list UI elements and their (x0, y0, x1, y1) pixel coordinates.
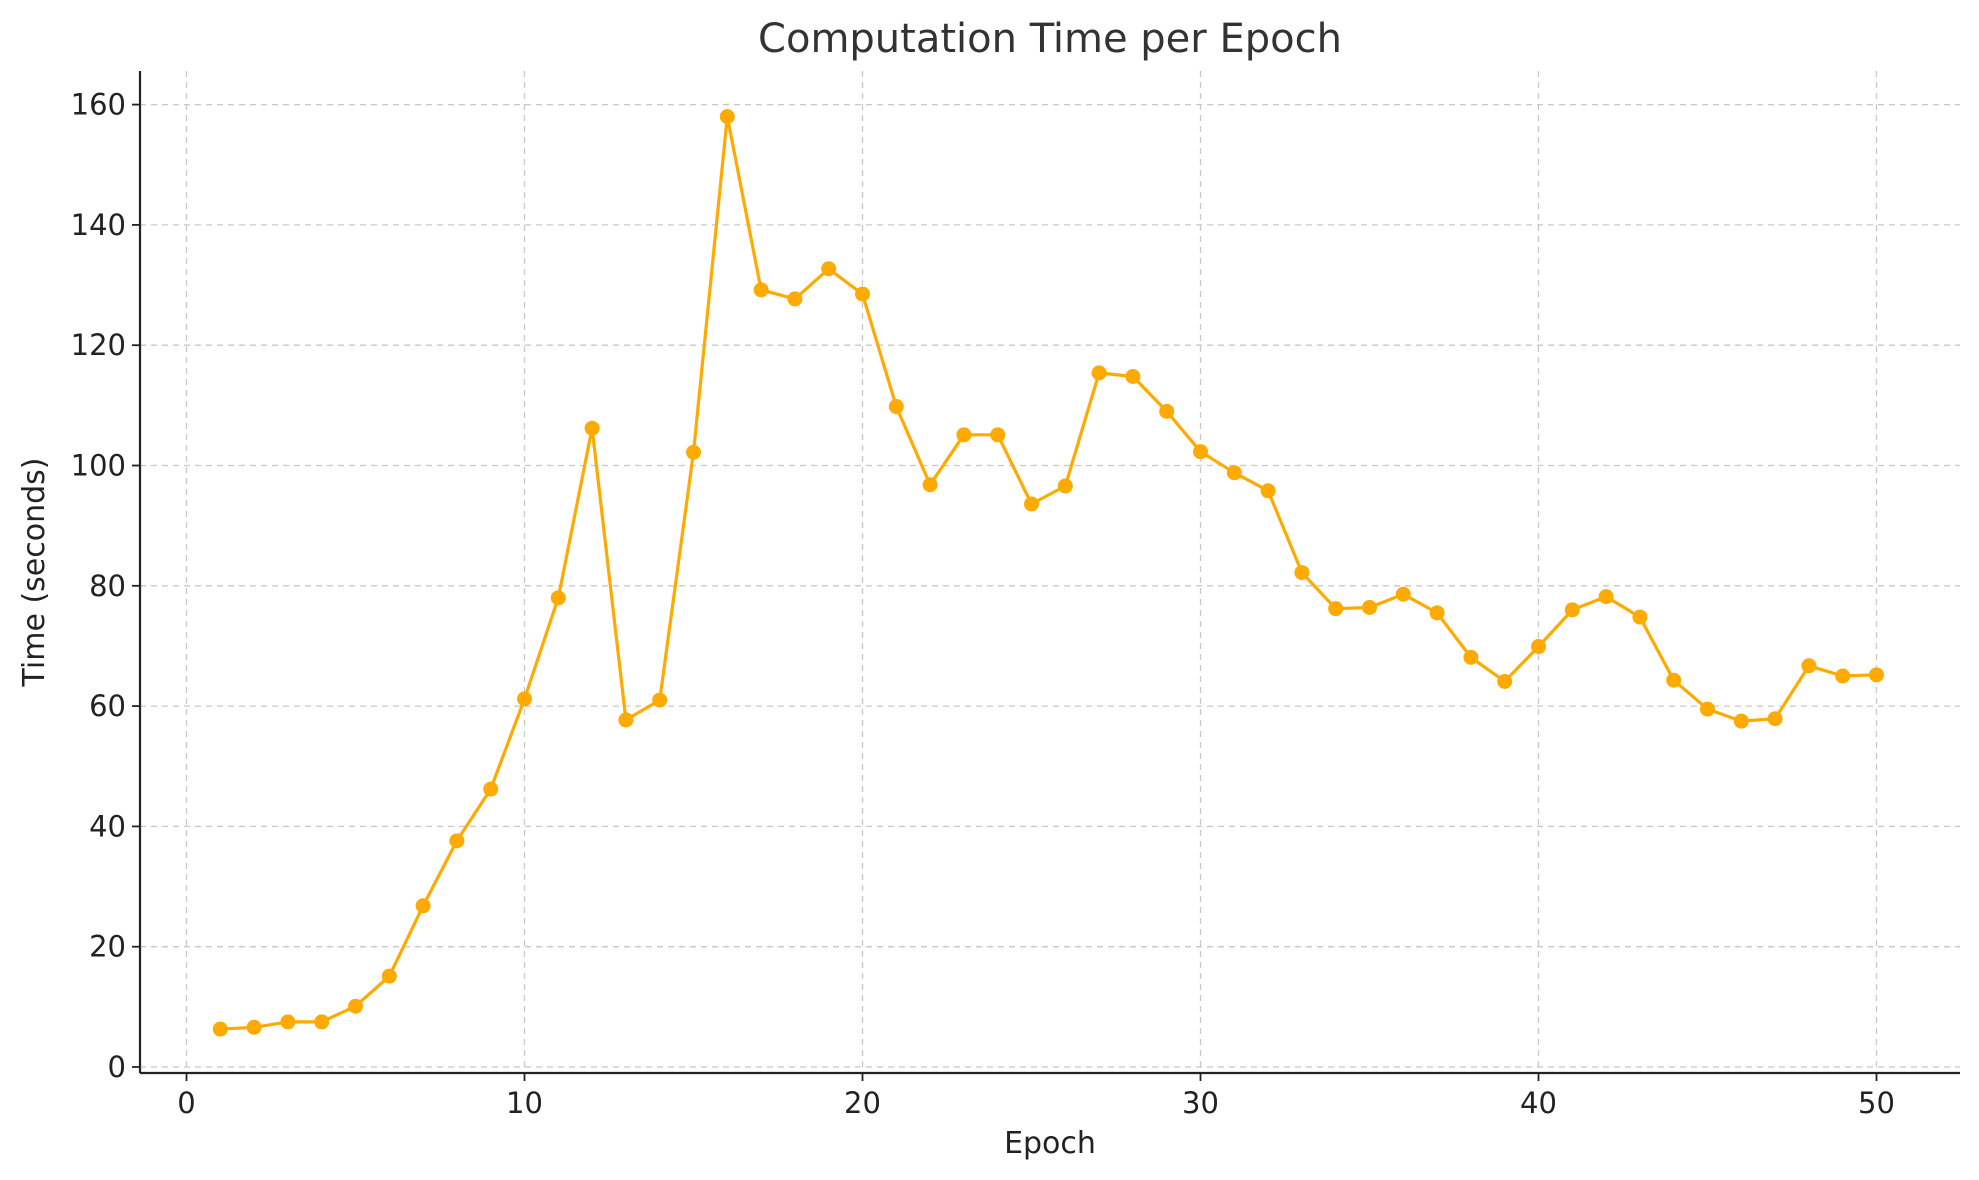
data-point (1362, 599, 1377, 615)
data-point (280, 1014, 296, 1030)
data-point (1193, 444, 1208, 460)
data-point (584, 420, 600, 436)
y-tick-label: 80 (89, 569, 126, 603)
data-point (1497, 673, 1513, 689)
x-axis-label: Epoch (1004, 1126, 1096, 1161)
data-point (1666, 672, 1682, 688)
data-point (753, 282, 769, 298)
data-point (719, 109, 735, 125)
axes (138, 71, 1960, 1075)
chart-title: Computation Time per Epoch (758, 16, 1342, 62)
y-tick-label: 20 (89, 930, 126, 964)
data-point (1328, 601, 1344, 617)
data-point (1733, 713, 1749, 729)
x-tick-label: 20 (844, 1086, 881, 1120)
data-point (1700, 701, 1715, 717)
data-point (1801, 658, 1817, 674)
data-point (1125, 368, 1141, 384)
y-tick-label: 120 (71, 328, 126, 362)
data-point (1024, 496, 1039, 512)
data-point (1057, 478, 1073, 494)
x-tick-label: 0 (177, 1086, 195, 1120)
data-point (449, 833, 465, 849)
series-line (220, 114, 1877, 1031)
data-point (1226, 465, 1242, 481)
x-tick-label: 30 (1182, 1086, 1219, 1120)
x-tick-label: 50 (1858, 1086, 1895, 1120)
data-point (212, 1021, 228, 1037)
data-point (314, 1014, 330, 1030)
x-tick-label: 10 (506, 1086, 543, 1120)
grid-lines (140, 71, 1960, 1073)
data-point (618, 712, 634, 728)
data-point (1598, 589, 1614, 605)
data-point (1767, 711, 1783, 727)
data-point (956, 427, 972, 443)
data-point (1429, 605, 1445, 621)
y-tick-label: 140 (71, 208, 126, 242)
data-point (1632, 609, 1648, 625)
y-tick-label: 160 (71, 88, 126, 122)
data-point (1869, 667, 1884, 683)
x-tick-label: 40 (1520, 1086, 1557, 1120)
data-point (381, 968, 397, 984)
tick-labels: 0 10 20 30 40 50 0 20 40 60 80 100 120 140 160 (71, 88, 1895, 1120)
series-epoch-time (212, 109, 1884, 1037)
data-point (1463, 649, 1479, 665)
y-tick-label: 0 (108, 1050, 126, 1084)
data-point (652, 692, 668, 708)
data-point (855, 286, 870, 302)
y-tick-label: 100 (71, 449, 126, 483)
data-point (1091, 365, 1107, 381)
y-tick-label: 40 (89, 809, 126, 843)
data-point (1564, 602, 1580, 618)
data-point (888, 399, 904, 415)
data-point (1395, 586, 1411, 602)
data-point (483, 781, 499, 797)
data-point (1294, 565, 1310, 581)
data-point (922, 477, 938, 493)
data-point (787, 291, 803, 307)
data-point (1159, 403, 1175, 419)
data-point (686, 444, 701, 460)
data-point (415, 898, 431, 914)
data-point (821, 261, 837, 277)
data-point (348, 998, 363, 1014)
data-point (246, 1019, 262, 1035)
data-point (1835, 668, 1851, 684)
data-point (550, 590, 566, 606)
data-point (517, 691, 532, 707)
y-axis-label: Time (seconds) (17, 458, 52, 688)
data-point (990, 427, 1006, 443)
data-point (1531, 639, 1546, 655)
y-tick-label: 60 (89, 689, 126, 723)
data-point (1260, 483, 1276, 499)
